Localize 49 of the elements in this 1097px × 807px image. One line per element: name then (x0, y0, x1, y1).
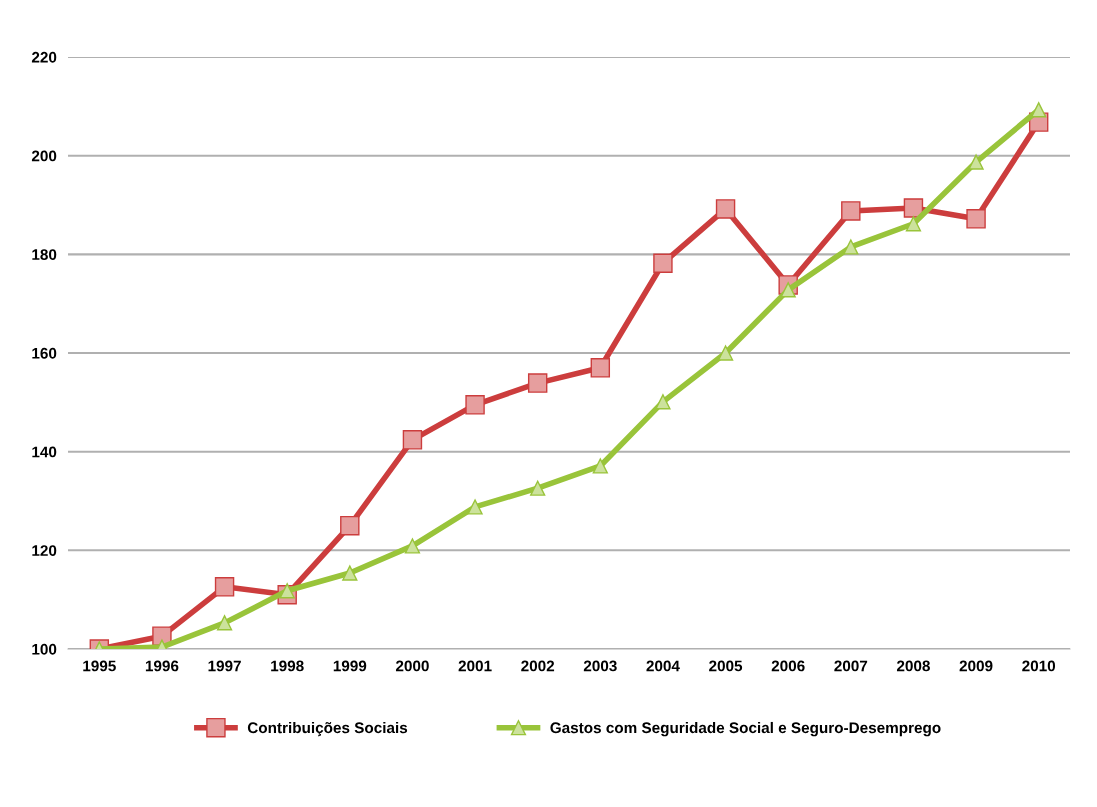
point (530, 480, 546, 496)
legend-label: Gastos com Seguridade Social e Seguro-Desemprego (550, 721, 941, 737)
point (841, 201, 861, 221)
point (404, 538, 421, 554)
point (590, 358, 611, 378)
point (843, 239, 859, 255)
x-tick-label: 2005 (709, 660, 743, 672)
x-tick-label: 2010 (1022, 660, 1056, 672)
point (966, 209, 986, 229)
x-tick-label: 2000 (395, 660, 429, 672)
point (214, 577, 235, 597)
point (216, 615, 233, 631)
x-tick-label: 1996 (145, 660, 179, 672)
y-tick-label: 220 (31, 51, 57, 63)
point (527, 373, 548, 393)
y-tick-label: 100 (32, 643, 57, 655)
y-tick-label: 120 (32, 545, 57, 557)
x-tick-label: 2001 (458, 660, 492, 672)
x-tick-label: 2002 (521, 660, 555, 672)
point (715, 199, 736, 219)
point (342, 565, 358, 581)
point (1031, 102, 1047, 118)
point (903, 198, 924, 218)
point (905, 216, 922, 232)
x-tick-label: 2003 (583, 660, 617, 672)
point (968, 154, 984, 170)
point (402, 430, 423, 450)
y-tick-label: 160 (32, 347, 57, 359)
x-tick-label: 2009 (959, 660, 993, 672)
y-tick-label: 180 (32, 249, 57, 261)
y-tick-label: 200 (31, 150, 57, 162)
point (465, 395, 485, 415)
x-tick-label: 1999 (333, 660, 367, 672)
point (467, 499, 483, 515)
x-tick-label: 1998 (271, 660, 304, 672)
point (653, 253, 673, 273)
point (655, 394, 671, 410)
x-tick-label: 2004 (646, 660, 680, 672)
legend-label: Contribuições Sociais (247, 721, 408, 737)
point (592, 458, 608, 474)
y-tick-label: 140 (32, 446, 57, 458)
point (780, 282, 796, 298)
x-tick-label: 2007 (834, 660, 868, 672)
x-tick-label: 1995 (83, 660, 116, 672)
point (340, 515, 360, 536)
x-tick-label: 2006 (771, 660, 805, 672)
point (279, 583, 295, 599)
x-tick-label: 1997 (208, 660, 241, 672)
x-tick-label: 2008 (896, 660, 930, 672)
